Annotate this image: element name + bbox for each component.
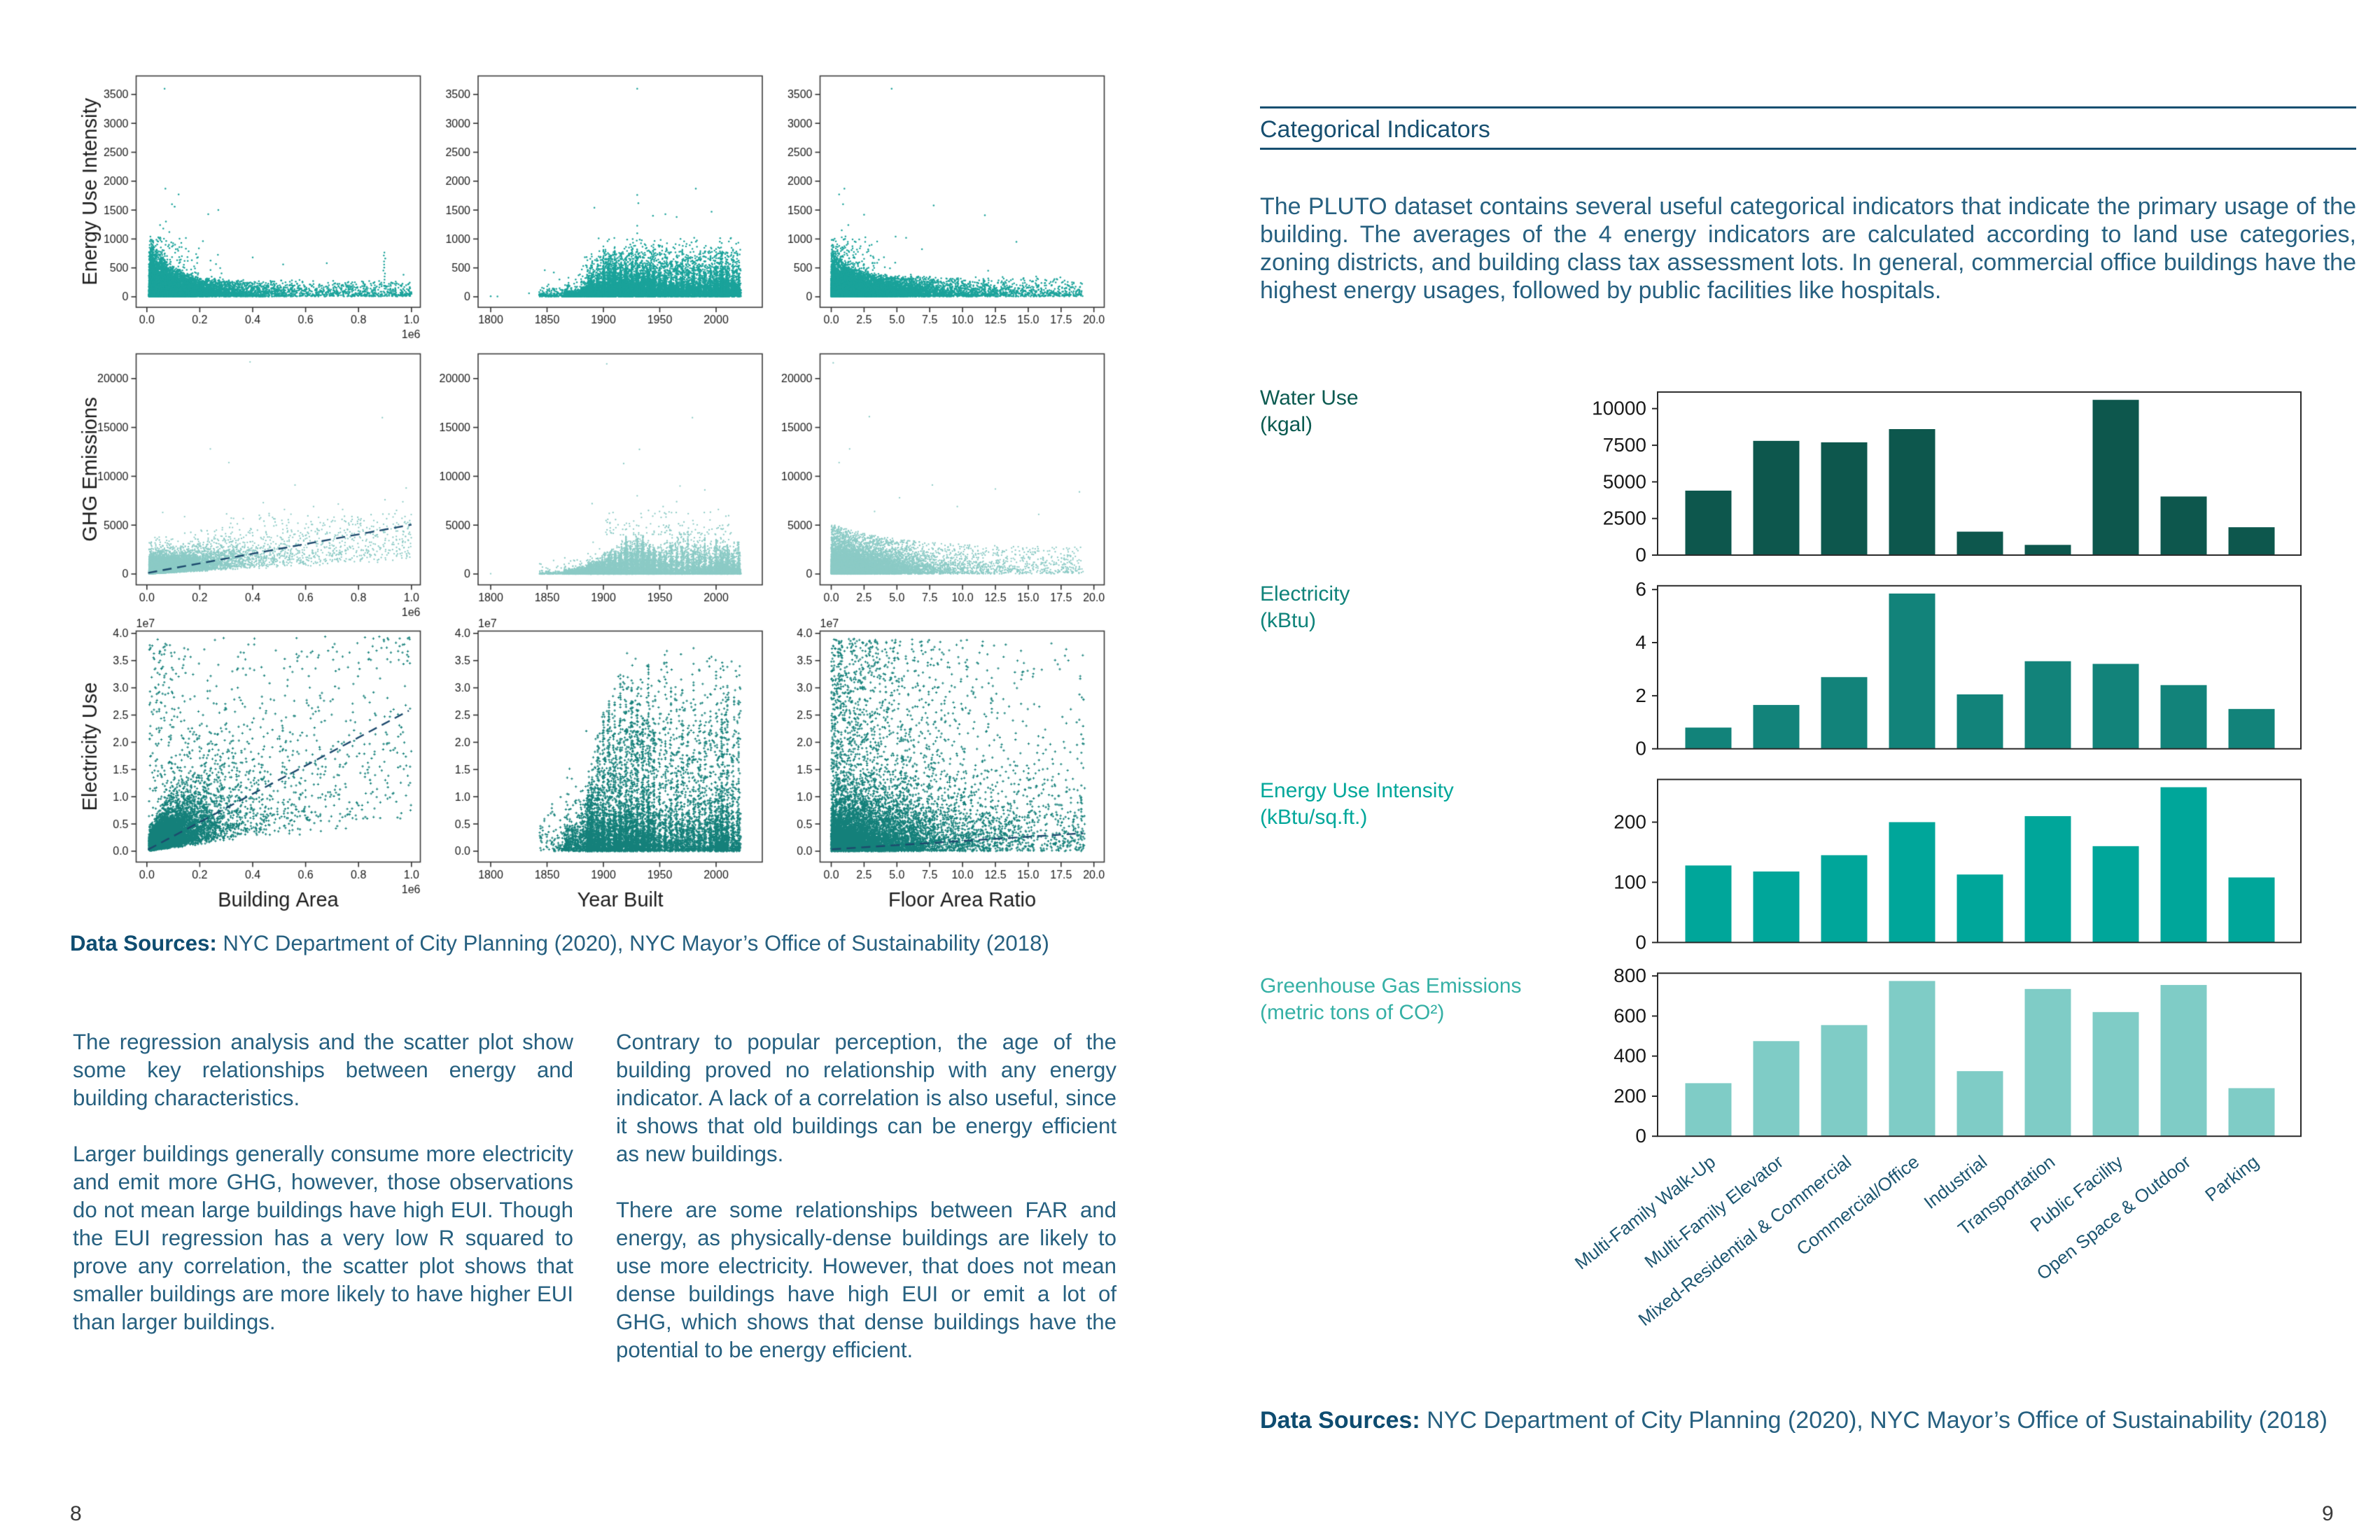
svg-text:2: 2 <box>1635 685 1646 706</box>
svg-text:0: 0 <box>1635 544 1646 566</box>
svg-text:5000: 5000 <box>1603 470 1646 492</box>
svg-text:6: 6 <box>1635 578 1646 600</box>
svg-text:Parking: Parking <box>2201 1151 2262 1205</box>
svg-text:4: 4 <box>1635 631 1646 653</box>
svg-text:800: 800 <box>1614 965 1646 986</box>
svg-text:600: 600 <box>1614 1005 1646 1027</box>
svg-text:100: 100 <box>1614 871 1646 892</box>
svg-text:400: 400 <box>1614 1045 1646 1067</box>
svg-text:7500: 7500 <box>1603 434 1646 456</box>
svg-text:10000: 10000 <box>1592 398 1646 419</box>
svg-text:0: 0 <box>1635 1125 1646 1147</box>
svg-text:Commercial/Office: Commercial/Office <box>1793 1151 1924 1259</box>
svg-text:200: 200 <box>1614 1085 1646 1107</box>
svg-text:0: 0 <box>1635 738 1646 760</box>
svg-text:200: 200 <box>1614 811 1646 833</box>
svg-text:0: 0 <box>1635 931 1646 953</box>
svg-text:2500: 2500 <box>1603 507 1646 529</box>
